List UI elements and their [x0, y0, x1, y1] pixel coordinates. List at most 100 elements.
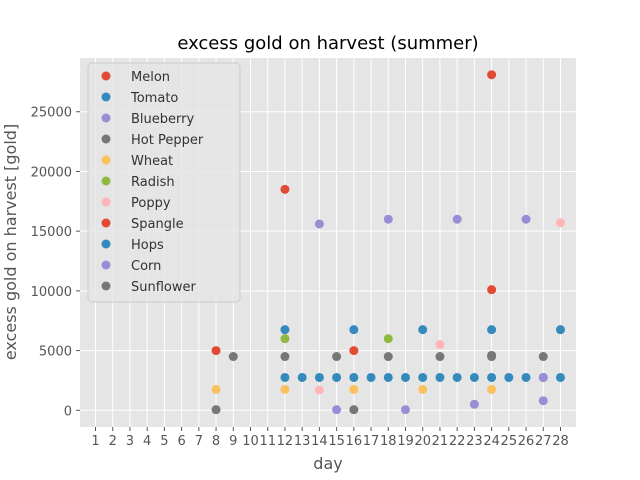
data-point-hops: [349, 325, 359, 335]
data-point-hops: [280, 325, 290, 335]
legend-marker-spangle: [101, 218, 111, 228]
x-tick-label: 24: [483, 434, 500, 449]
data-point-melon: [280, 184, 290, 194]
legend-marker-tomato: [101, 92, 111, 102]
data-point-hops: [556, 325, 565, 335]
legend-label-hops: Hops: [131, 238, 164, 253]
data-point-tomato: [504, 372, 514, 382]
data-point-tomato: [314, 372, 324, 382]
x-tick-label: 20: [414, 434, 431, 449]
data-point-sunflower: [211, 405, 221, 415]
data-point-tomato: [487, 372, 497, 382]
legend-marker-hops: [101, 239, 111, 249]
legend-label-blueberry: Blueberry: [131, 112, 194, 127]
x-tick-label: 21: [432, 434, 449, 449]
x-tick-label: 6: [177, 434, 185, 449]
x-tick-label: 4: [143, 434, 151, 449]
chart-title: excess gold on harvest (summer): [177, 33, 478, 54]
data-point-corn: [469, 399, 479, 409]
data-points: [211, 70, 565, 415]
x-tick-label: 12: [277, 434, 294, 449]
y-tick-label: 5000: [39, 345, 72, 360]
x-tick-label: 13: [294, 434, 311, 449]
legend-marker-blueberry: [101, 113, 111, 123]
data-point-wheat: [349, 384, 359, 394]
data-point-hot-pepper: [228, 352, 238, 362]
data-point-wheat: [211, 384, 221, 394]
legend-marker-hot-pepper: [101, 134, 111, 144]
data-point-tomato: [469, 372, 479, 382]
legend-label-corn: Corn: [131, 259, 161, 274]
y-tick-label: 15000: [31, 225, 72, 240]
data-point-tomato: [297, 372, 307, 382]
data-point-wheat: [280, 384, 290, 394]
x-tick-label: 23: [466, 434, 483, 449]
data-point-tomato: [452, 372, 462, 382]
data-point-hops: [487, 325, 497, 335]
legend-marker-radish: [101, 176, 111, 186]
x-tick-label: 16: [346, 434, 363, 449]
data-point-sunflower: [349, 405, 359, 415]
x-tick-label: 17: [363, 434, 380, 449]
x-tick-label: 3: [126, 434, 134, 449]
y-axis-label: excess gold on harvest [gold]: [1, 124, 20, 360]
data-point-melon: [487, 70, 497, 80]
legend-label-melon: Melon: [131, 70, 170, 85]
legend-marker-poppy: [101, 197, 111, 207]
data-point-tomato: [349, 372, 359, 382]
data-point-poppy: [435, 340, 445, 350]
data-point-radish: [383, 334, 393, 344]
x-tick-label: 15: [328, 434, 345, 449]
data-point-tomato: [418, 372, 428, 382]
data-point-spangle: [487, 285, 497, 295]
data-point-wheat: [487, 384, 497, 394]
data-point-radish: [280, 334, 290, 344]
legend-label-poppy: Poppy: [131, 196, 171, 211]
x-tick-label: 22: [449, 434, 466, 449]
x-tick-label: 27: [535, 434, 552, 449]
data-point-tomato: [556, 372, 565, 382]
legend: Melon Tomato Blueberry Hot Pepper Wheat Radis…: [87, 62, 241, 303]
x-tick-label: 9: [229, 434, 237, 449]
data-point-tomato: [366, 372, 376, 382]
x-tick-label: 25: [501, 434, 518, 449]
legend-marker-corn: [101, 260, 111, 270]
x-tick-label: 1: [91, 434, 99, 449]
data-point-hot-pepper: [280, 352, 290, 362]
legend-label-radish: Radish: [131, 175, 175, 190]
data-point-corn: [538, 372, 548, 382]
data-point-sunflower: [487, 350, 497, 360]
data-point-tomato: [332, 372, 342, 382]
data-point-blueberry: [383, 214, 393, 224]
x-tick-label: 18: [380, 434, 397, 449]
legend-marker-wheat: [101, 155, 111, 165]
x-axis-ticks: 1 2 3 4 5 6 7 8 9 10 11 12 13 14 15 16 17 18 19 20 21 22 23 24 2…: [91, 427, 569, 449]
y-axis-ticks: 0 5000 10000 15000 20000 25000: [31, 106, 80, 419]
y-tick-label: 25000: [31, 106, 72, 121]
data-point-tomato: [435, 372, 445, 382]
data-point-corn: [332, 405, 342, 415]
legend-box: [87, 62, 241, 303]
legend-marker-melon: [101, 71, 111, 81]
x-tick-label: 10: [242, 434, 259, 449]
data-point-hops: [418, 325, 428, 335]
y-tick-label: 20000: [31, 165, 72, 180]
data-point-tomato: [521, 372, 531, 382]
x-tick-label: 11: [259, 434, 276, 449]
legend-label-wheat: Wheat: [131, 154, 173, 169]
legend-label-sunflower: Sunflower: [131, 280, 197, 295]
y-tick-label: 10000: [31, 285, 72, 300]
data-point-spangle: [349, 346, 359, 356]
x-tick-label: 5: [160, 434, 168, 449]
data-point-corn: [538, 396, 548, 406]
data-point-corn: [401, 405, 410, 415]
data-point-spangle: [211, 346, 221, 356]
data-point-poppy: [314, 385, 324, 395]
data-point-hot-pepper: [538, 352, 548, 362]
x-tick-label: 14: [311, 434, 328, 449]
legend-label-spangle: Spangle: [131, 217, 184, 232]
x-tick-label: 26: [518, 434, 535, 449]
data-point-blueberry: [452, 214, 462, 224]
data-point-poppy: [556, 218, 565, 228]
